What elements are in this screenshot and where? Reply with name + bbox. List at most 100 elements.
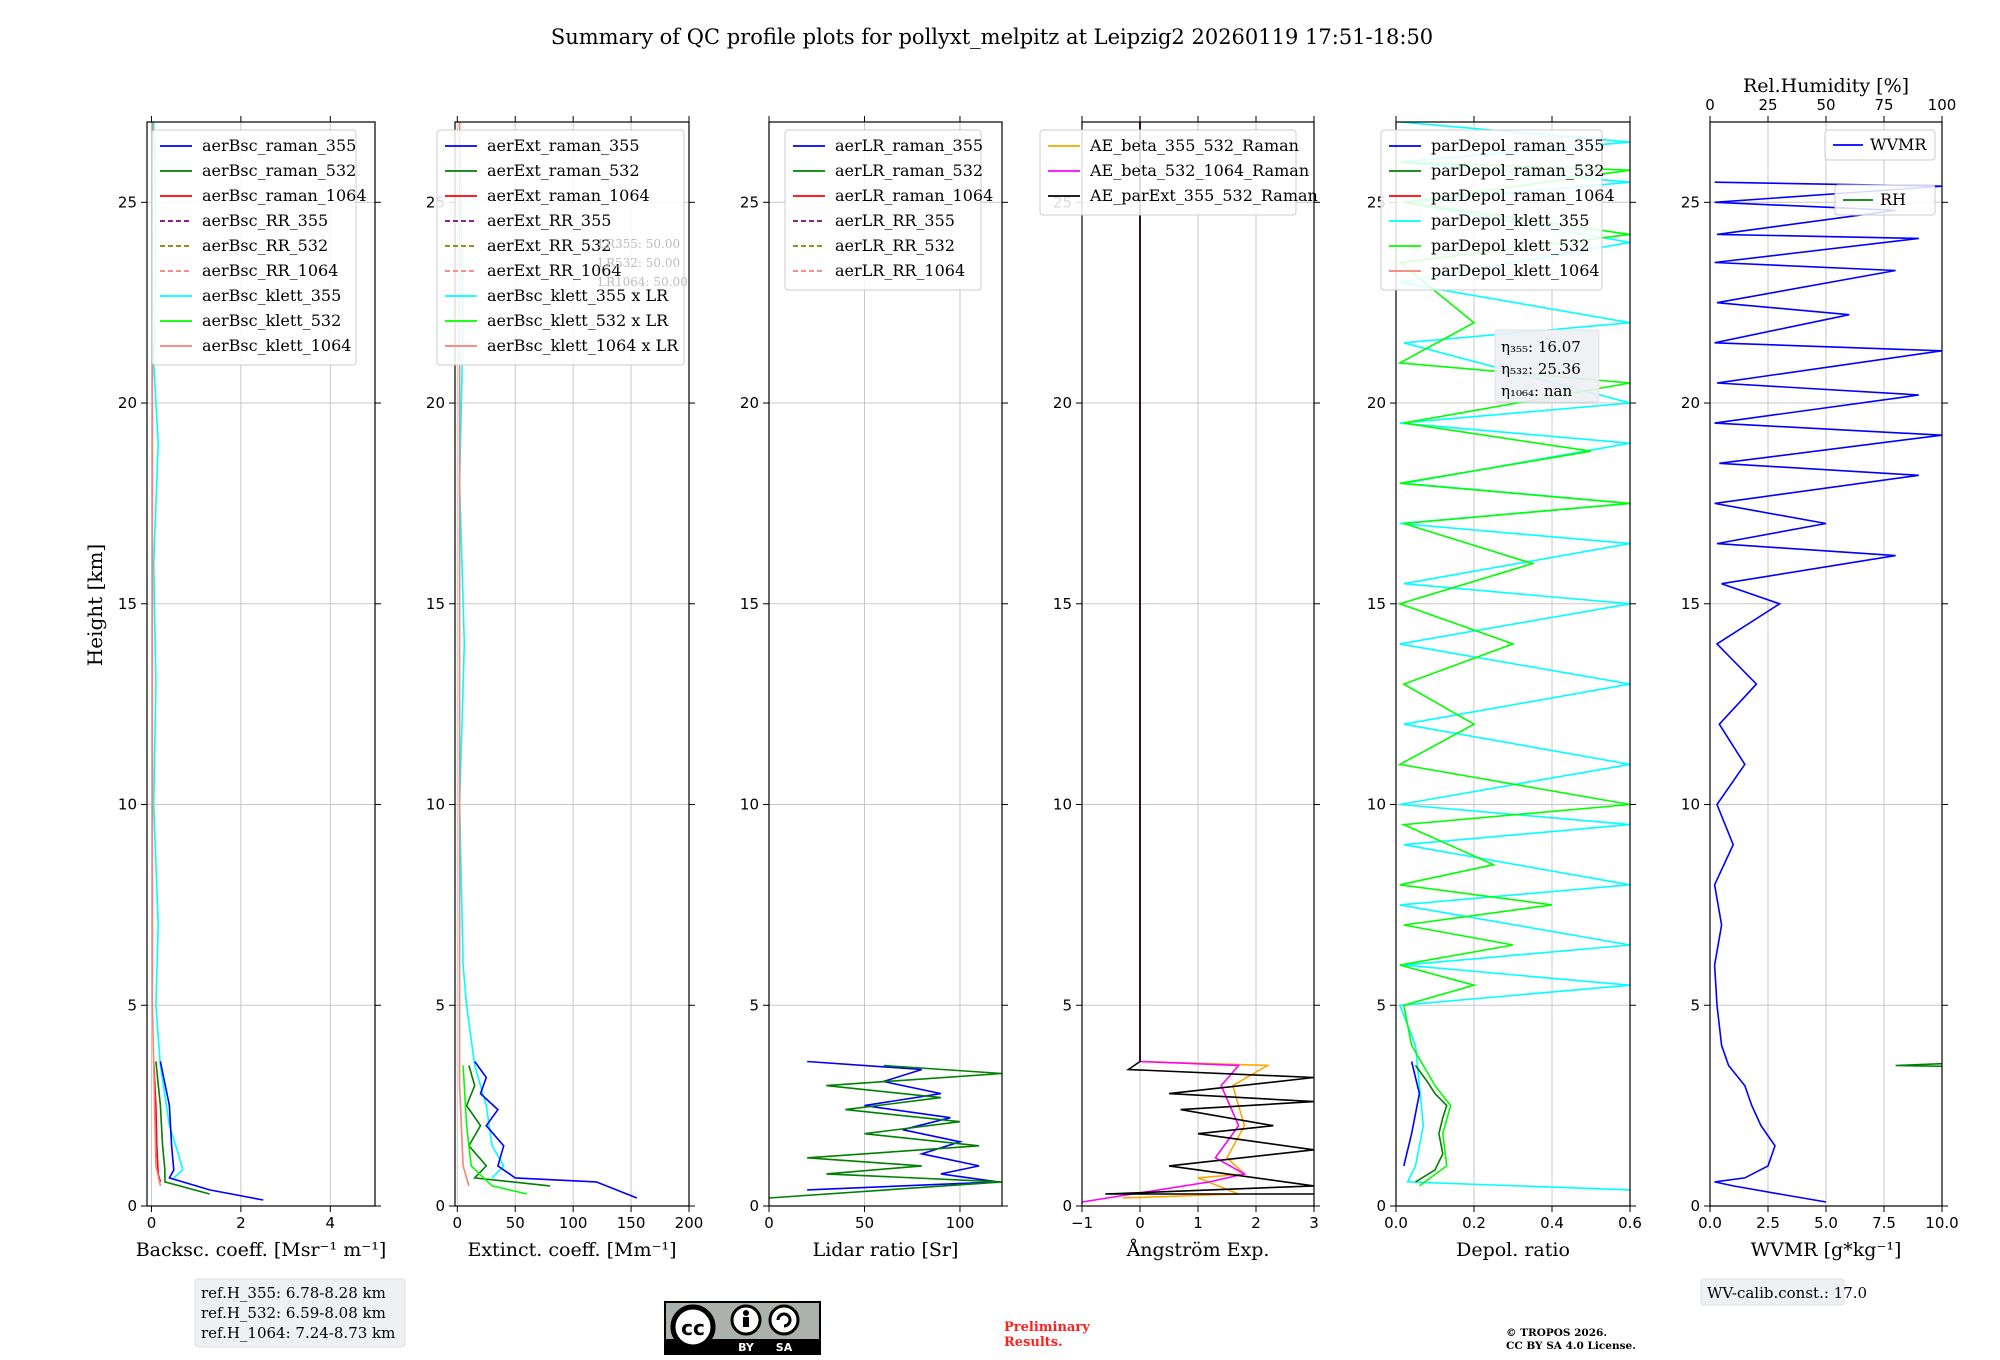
legend-box [1824,129,1936,161]
legend-label: aerBsc_klett_1064 x LR [487,336,679,355]
y-tick-label: 10 [118,796,137,814]
y-tick-label: 10 [1367,796,1386,814]
series-line-aerBsc_klett_355 [152,122,184,1179]
x-tick-label: 1 [1193,1214,1203,1232]
y-tick-label: 5 [1690,996,1700,1014]
top-x-tick-label: 25 [1758,96,1777,114]
y-tick-label: 20 [1053,394,1072,412]
y-tick-label: 0 [1376,1197,1386,1215]
legend-label: aerLR_RR_355 [835,211,955,230]
y-tick-label: 0 [435,1197,445,1215]
lr-note: LR532: 50.00 [598,256,680,270]
y-tick-label: 10 [740,796,759,814]
y-tick-label: 15 [740,595,759,613]
y-tick-label: 10 [1681,796,1700,814]
legend-label: AE_beta_532_1064_Raman [1089,161,1309,180]
panel-3: 0 50 100 0 5 10 15 20 25 Lidar ratio [Sr] aerLR_ra… [740,116,1008,1261]
series-group [1713,181,1942,1203]
y-tick-label: 5 [1062,996,1072,1014]
sa-icon [768,1304,800,1336]
y-tick-label: 20 [1367,394,1386,412]
legend: WVMR RH [1824,129,1936,216]
axes-frame [454,121,690,1207]
legend-label: aerLR_RR_532 [835,236,955,255]
top-x-tick-label: 100 [1928,96,1957,114]
x-tick-label: −1 [1071,1214,1093,1232]
y-tick-label: 15 [118,595,137,613]
y-tick-label: 0 [749,1197,759,1215]
series-line-aerExt_raman_355 [474,1061,638,1199]
wv-calib-text: WV-calib.const.: 17.0 [1707,1284,1867,1302]
y-tick-label: 25 [1681,193,1700,211]
legend-label: aerBsc_klett_532 x LR [487,311,669,330]
series-line-aerBsc_klett_1064 [151,122,162,1187]
ref-h-1064: ref.H_1064: 7.24-8.73 km [201,1324,395,1342]
panel-6: 0.0 2.5 5.0 7.5 10.0 0 5 10 15 20 25 WVMR [g*kg⁻¹] 0… [1681,75,1959,1261]
ref-height-box: ref.H_355: 6.78-8.28 km ref.H_532: 6.59-… [194,1278,406,1348]
legend-label: aerLR_RR_1064 [835,261,965,280]
x-tick-label: 0 [764,1214,774,1232]
series-line-WVMR [1713,181,1942,1203]
y-tick-label: 0 [1062,1197,1072,1215]
panel-4: −101230510152025Ångström Exp.AE_beta_355… [1039,116,1320,1261]
legend-label: aerExt_RR_355 [487,211,611,230]
legend-label: aerBsc_RR_355 [202,211,328,230]
legend-label: AE_beta_355_532_Raman [1089,136,1299,155]
y-tick-label: 5 [749,996,759,1014]
legend-label: aerBsc_raman_355 [202,136,356,155]
x-tick-label: 0 [147,1214,157,1232]
x-tick-label: 50 [506,1214,525,1232]
legend-label: parDepol_klett_355 [1431,211,1589,230]
series-line-AE_parExt_355_532_Raman [1105,122,1314,1195]
legend-label: aerLR_raman_355 [835,136,983,155]
y-tick-label: 15 [1367,595,1386,613]
y-tick-label: 0 [1690,1197,1700,1215]
x-tick-label: 7.5 [1872,1214,1896,1232]
legend-label: aerLR_raman_532 [835,161,983,180]
top-x-tick-label: 75 [1874,96,1893,114]
preliminary-line-2: Results. [1004,1335,1063,1350]
y-tick-label: 5 [1376,996,1386,1014]
preliminary-line-1: Preliminary [1004,1320,1090,1335]
cc-icon [670,1304,716,1350]
legend-label: aerBsc_raman_532 [202,161,356,180]
x-tick-label: 2 [1251,1214,1261,1232]
axes-frame [146,121,376,1207]
legend-label: aerExt_raman_355 [487,136,640,155]
legend-label: aerBsc_klett_355 x LR [487,286,669,305]
x-tick-label: 3 [1309,1214,1319,1232]
series-line-aerBsc_klett_1064 x LR [458,122,470,1187]
legend-label: parDepol_raman_355 [1431,136,1604,155]
x-axis-label: Extinct. coeff. [Mm⁻¹] [467,1239,676,1261]
legend-label: AE_parExt_355_532_Raman [1089,186,1318,205]
x-tick-label: 2 [236,1214,246,1232]
legend-label: aerBsc_RR_532 [202,236,328,255]
legend-label: parDepol_klett_1064 [1431,261,1600,280]
eta-line: η₃₅₅: 16.07 [1501,338,1581,356]
legend-label: aerExt_raman_532 [487,161,640,180]
series-line-parDepol_raman_355 [1403,1061,1421,1167]
legend-label: parDepol_raman_532 [1431,161,1604,180]
copyright-line-2: CC BY SA 4.0 License. [1506,1340,1636,1352]
legend-label: parDepol_raman_1064 [1431,186,1615,205]
legend-label: aerExt_RR_532 [487,236,611,255]
top-x-tick-label: 50 [1816,96,1835,114]
x-tick-label: 0.2 [1462,1214,1486,1232]
y-tick-label: 10 [1053,796,1072,814]
series-line-aerBsc_raman_532 [155,1061,210,1195]
cc-license-badge: cc BY SA [664,1301,821,1355]
cc-sa-text: SA [776,1341,793,1354]
y-tick-label: 20 [118,394,137,412]
preliminary-note: Preliminary Results. [1004,1320,1090,1350]
series-group [151,122,264,1201]
y-tick-label: 5 [435,996,445,1014]
legend-label: aerBsc_klett_532 [202,311,341,330]
y-tick-label: 15 [426,595,445,613]
axes-frame [768,121,1003,1207]
legend-label: RH [1880,190,1906,209]
eta-box [1494,329,1600,403]
x-tick-label: 100 [946,1214,975,1232]
series-line-parDepol_raman_532 [1414,1065,1448,1183]
